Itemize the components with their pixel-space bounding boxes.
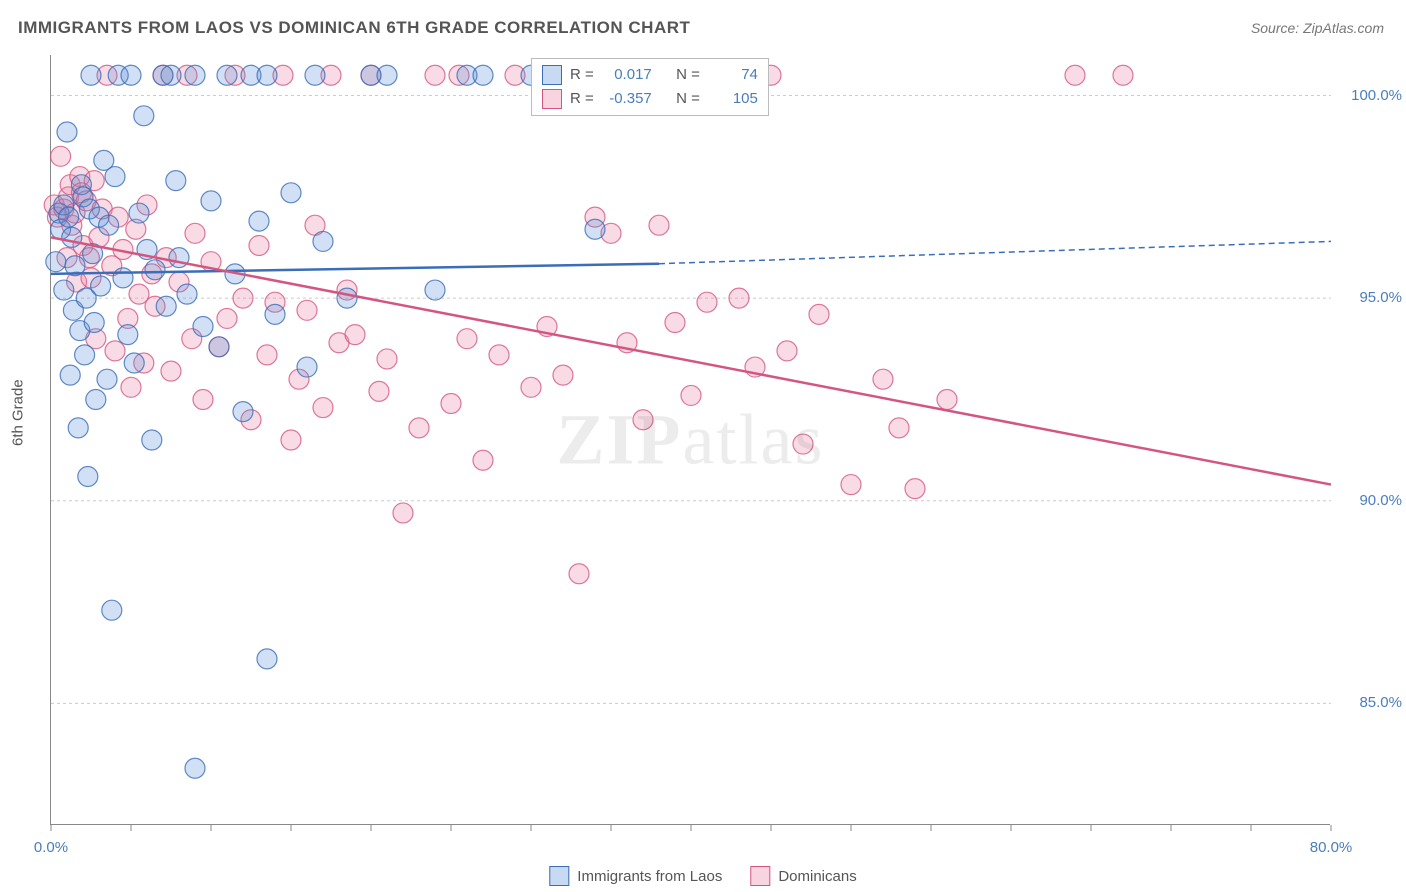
stats-row: R =0.017 N =74 (542, 63, 758, 87)
source-attribution: Source: ZipAtlas.com (1251, 20, 1384, 36)
plot-area: ZIPatlas R =0.017 N =74R =-0.357 N =105 … (50, 55, 1330, 825)
stats-legend-box: R =0.017 N =74R =-0.357 N =105 (531, 58, 769, 116)
legend-swatch-dominicans (750, 866, 770, 886)
y-tick-label: 100.0% (1332, 87, 1402, 104)
bottom-legend: Immigrants from Laos Dominicans (549, 866, 856, 886)
legend-label-dominicans: Dominicans (778, 868, 856, 885)
stats-row: R =-0.357 N =105 (542, 87, 758, 111)
y-tick-label: 85.0% (1332, 694, 1402, 711)
y-tick-label: 90.0% (1332, 492, 1402, 509)
y-tick-label: 95.0% (1332, 289, 1402, 306)
chart-title: IMMIGRANTS FROM LAOS VS DOMINICAN 6TH GR… (18, 18, 690, 38)
x-tick-label: 80.0% (1310, 839, 1353, 856)
legend-item-dominicans: Dominicans (750, 866, 856, 886)
legend-item-laos: Immigrants from Laos (549, 866, 722, 886)
chart-svg (51, 55, 1330, 824)
x-tick-label: 0.0% (34, 839, 68, 856)
legend-label-laos: Immigrants from Laos (577, 868, 722, 885)
chart-container: IMMIGRANTS FROM LAOS VS DOMINICAN 6TH GR… (0, 0, 1406, 892)
legend-swatch-laos (549, 866, 569, 886)
y-axis-title: 6th Grade (10, 379, 27, 446)
